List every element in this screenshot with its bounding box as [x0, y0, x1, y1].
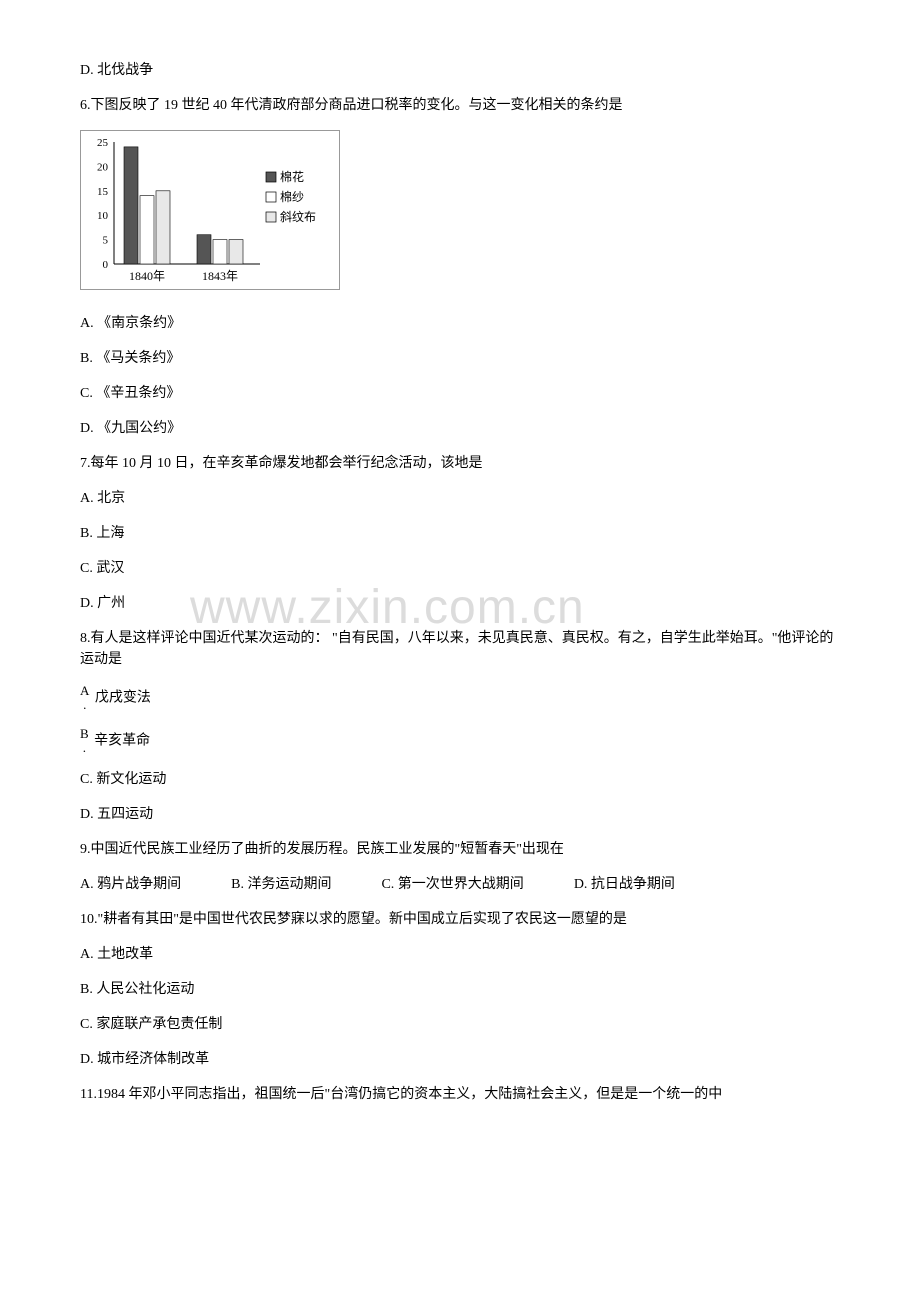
q9-option-c: C. 第一次世界大战期间	[381, 874, 523, 895]
svg-text:棉花: 棉花	[280, 169, 304, 184]
q8-a-text: 戊戌变法	[95, 691, 151, 706]
q7-option-c: C. 武汉	[80, 558, 840, 579]
tariff-bar-chart: 0 5 10 15 20 25 1840年 1843年 棉花棉纱斜纹布	[80, 130, 360, 290]
q8-b-letter: B	[80, 727, 89, 741]
q9-option-d: D. 抗日战争期间	[574, 874, 675, 895]
q6-option-d: D. 《九国公约》	[80, 418, 840, 439]
svg-text:1843年: 1843年	[202, 269, 238, 283]
svg-text:25: 25	[97, 137, 109, 149]
q6-option-b: B. 《马关条约》	[80, 348, 840, 369]
q8-a-marker: A .	[80, 684, 89, 713]
svg-text:20: 20	[97, 161, 109, 173]
q5-option-d: D. 北伐战争	[80, 60, 840, 81]
q8-stem: 8.有人是这样评论中国近代某次运动的： "自有民国，八年以来，未见真民意、真民权…	[80, 628, 840, 670]
q8-option-a: A . 戊戌变法	[80, 684, 840, 713]
q8-option-b: B . 辛亥革命	[80, 727, 840, 756]
q8-b-dot: .	[80, 741, 89, 755]
q6-chart: 0 5 10 15 20 25 1840年 1843年 棉花棉纱斜纹布	[80, 130, 840, 295]
q7-option-a: A. 北京	[80, 488, 840, 509]
q9-stem: 9.中国近代民族工业经历了曲折的发展历程。民族工业发展的"短暂春天"出现在	[80, 839, 840, 860]
page-content: D. 北伐战争 6.下图反映了 19 世纪 40 年代清政府部分商品进口税率的变…	[80, 60, 840, 1105]
q6-stem: 6.下图反映了 19 世纪 40 年代清政府部分商品进口税率的变化。与这一变化相…	[80, 95, 840, 116]
q10-option-c: C. 家庭联产承包责任制	[80, 1014, 840, 1035]
q10-option-b: B. 人民公社化运动	[80, 979, 840, 1000]
q9-option-a: A. 鸦片战争期间	[80, 874, 181, 895]
q7-option-d: D. 广州	[80, 593, 840, 614]
q8-b-text: 辛亥革命	[94, 733, 150, 748]
q10-stem: 10."耕者有其田"是中国世代农民梦寐以求的愿望。新中国成立后实现了农民这一愿望…	[80, 909, 840, 930]
q11-stem: 11.1984 年邓小平同志指出，祖国统一后"台湾仍搞它的资本主义，大陆搞社会主…	[80, 1084, 840, 1105]
q9-options: A. 鸦片战争期间 B. 洋务运动期间 C. 第一次世界大战期间 D. 抗日战争…	[80, 874, 840, 895]
svg-text:10: 10	[97, 210, 109, 222]
q8-option-d: D. 五四运动	[80, 804, 840, 825]
q8-a-letter: A	[80, 684, 89, 698]
svg-text:5: 5	[103, 235, 109, 247]
q6-option-c: C. 《辛丑条约》	[80, 383, 840, 404]
q9-option-b: B. 洋务运动期间	[231, 874, 331, 895]
q10-option-a: A. 土地改革	[80, 944, 840, 965]
q8-b-marker: B .	[80, 727, 89, 756]
svg-text:0: 0	[103, 259, 109, 271]
svg-text:1840年: 1840年	[129, 269, 165, 283]
svg-text:斜纹布: 斜纹布	[280, 210, 316, 224]
q8-option-c: C. 新文化运动	[80, 769, 840, 790]
svg-text:棉纱: 棉纱	[280, 190, 304, 204]
q8-a-dot: .	[80, 698, 89, 712]
q7-stem: 7.每年 10 月 10 日，在辛亥革命爆发地都会举行纪念活动，该地是	[80, 453, 840, 474]
svg-text:15: 15	[97, 186, 109, 198]
q7-option-b: B. 上海	[80, 523, 840, 544]
q6-option-a: A. 《南京条约》	[80, 313, 840, 334]
q10-option-d: D. 城市经济体制改革	[80, 1049, 840, 1070]
